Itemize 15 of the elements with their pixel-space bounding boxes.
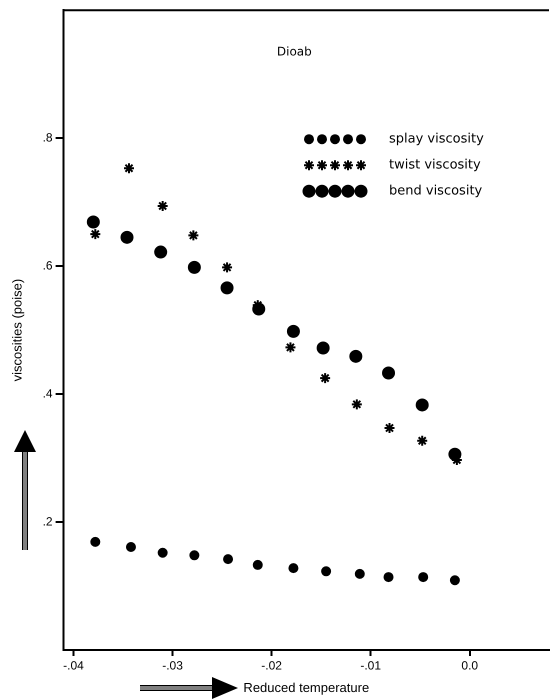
- y-tick-label: .4: [42, 386, 53, 400]
- legend-label: bend viscosity: [389, 184, 483, 199]
- x-tick-label: 0.0: [461, 658, 478, 673]
- x-tick-label: -.02: [261, 658, 282, 673]
- y-tick-label: .2: [42, 514, 53, 528]
- x-tick-label: -.03: [162, 658, 184, 673]
- y-tick-label: .8: [42, 130, 53, 144]
- y-tick-label: .6: [42, 258, 53, 272]
- x-tick-label: -.01: [360, 658, 382, 673]
- y-axis-title: viscosities (poise): [9, 278, 24, 382]
- legend-label: twist viscosity: [389, 158, 482, 173]
- x-tick-label: -.04: [63, 658, 84, 673]
- legend-label: splay viscosity: [389, 132, 484, 147]
- x-axis-title: Reduced temperature: [243, 680, 370, 695]
- annotation: Dioab: [276, 44, 312, 58]
